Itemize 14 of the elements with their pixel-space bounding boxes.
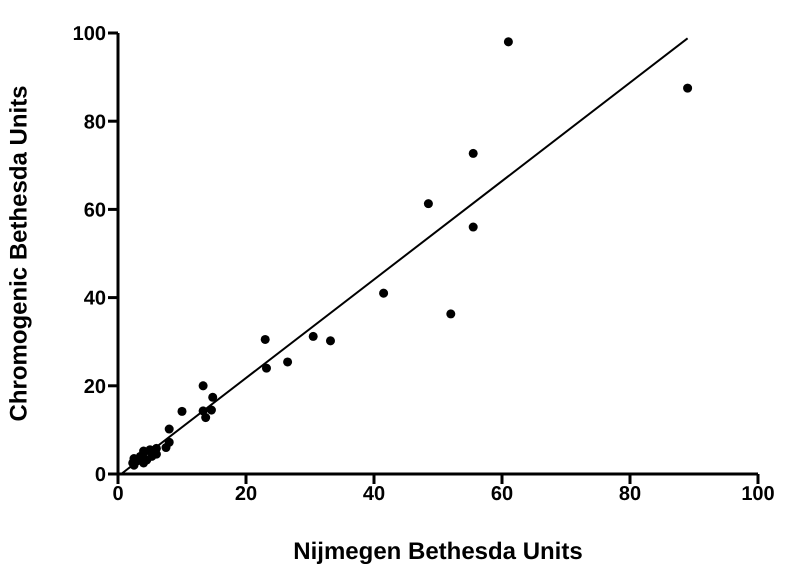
y-tick-label: 80 [84, 111, 106, 134]
x-tick-label: 60 [490, 483, 514, 506]
y-tick-label: 40 [84, 288, 106, 310]
x-tick-label: 40 [362, 483, 386, 506]
x-tick-label: 20 [234, 483, 258, 506]
y-axis-title: Chromogenic Bethesda Units [6, 85, 33, 422]
x-tick-label: 80 [618, 483, 642, 506]
y-tick-label: 100 [72, 23, 106, 46]
y-tick-label: 60 [84, 200, 106, 222]
y-tick-label: 0 [94, 464, 106, 486]
y-tick-label: 20 [84, 376, 106, 398]
x-tick-label: 0 [112, 483, 124, 506]
x-axis-title: Nijmegen Bethesda Units [293, 538, 583, 565]
x-tick-label: 100 [741, 483, 775, 506]
